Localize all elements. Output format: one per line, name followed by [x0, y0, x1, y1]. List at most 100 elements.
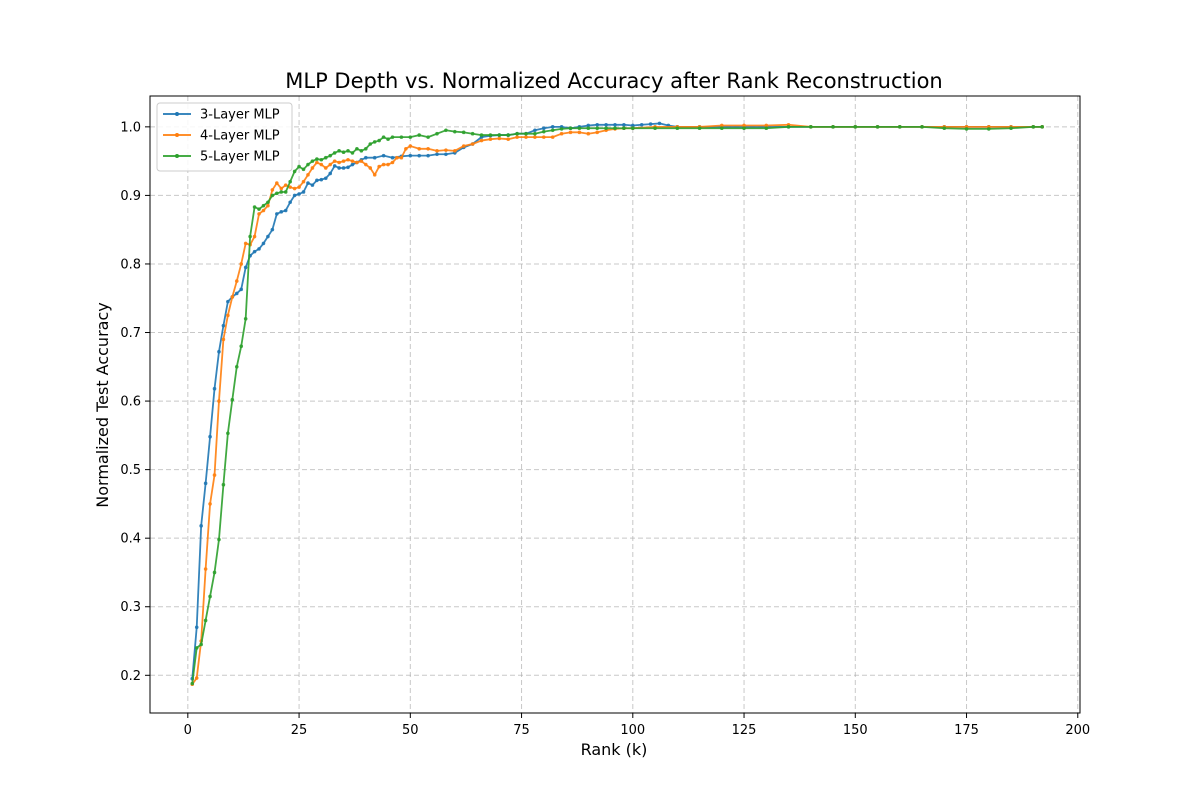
data-point	[395, 155, 399, 160]
y-tick-label: 1.0	[120, 120, 141, 135]
data-point	[328, 171, 333, 176]
data-point	[279, 190, 284, 194]
data-point	[742, 126, 746, 131]
data-point	[310, 166, 315, 170]
plot-frame	[149, 95, 1081, 714]
data-point	[533, 128, 537, 133]
data-point	[234, 291, 239, 296]
data-point	[377, 164, 381, 169]
data-point	[257, 212, 261, 216]
data-point	[408, 153, 413, 158]
data-point	[292, 169, 297, 174]
data-point	[453, 129, 457, 134]
data-point	[595, 126, 599, 131]
data-point	[719, 126, 724, 131]
data-point	[550, 128, 555, 133]
data-point	[368, 166, 373, 170]
data-point	[248, 234, 252, 239]
data-point	[964, 127, 969, 131]
data-point	[319, 157, 324, 162]
data-point	[319, 162, 324, 167]
data-point	[323, 166, 328, 170]
data-point	[586, 131, 591, 136]
data-point	[261, 208, 266, 213]
data-point	[194, 676, 199, 680]
grid	[150, 96, 1080, 713]
data-point	[697, 126, 702, 131]
data-point	[648, 122, 653, 126]
data-point	[622, 122, 626, 127]
legend-swatch-marker	[175, 133, 179, 137]
data-point	[586, 126, 591, 131]
data-point	[381, 153, 386, 158]
data-point	[435, 131, 439, 136]
data-point	[337, 149, 341, 153]
data-point	[355, 160, 359, 165]
data-point	[586, 123, 591, 128]
data-point	[230, 397, 235, 402]
data-point	[453, 149, 457, 153]
data-point	[461, 144, 466, 148]
data-point	[226, 299, 230, 304]
data-point	[217, 349, 221, 354]
data-point	[350, 159, 355, 163]
data-point	[323, 176, 328, 181]
data-point	[613, 122, 617, 127]
data-point	[417, 146, 422, 151]
data-point	[372, 140, 377, 144]
data-point	[341, 166, 346, 170]
data-point	[831, 125, 835, 129]
data-point	[386, 162, 390, 167]
data-point	[252, 234, 257, 239]
data-point	[368, 142, 373, 146]
data-point	[381, 135, 386, 139]
data-point	[426, 146, 430, 151]
data-point	[559, 131, 564, 136]
data-point	[217, 399, 221, 403]
data-point	[279, 186, 284, 191]
y-tick-label: 0.6	[120, 395, 141, 410]
data-point	[266, 200, 270, 205]
data-point	[346, 149, 350, 153]
data-point	[341, 150, 346, 155]
legend-swatch-marker	[175, 112, 179, 116]
data-point	[190, 681, 195, 686]
data-point	[292, 186, 297, 191]
data-point	[203, 481, 208, 486]
data-point	[337, 166, 341, 170]
y-tick-label: 0.2	[120, 669, 141, 684]
data-point	[332, 159, 337, 163]
data-point	[346, 157, 350, 162]
x-tick-label: 200	[1065, 723, 1090, 738]
data-point	[719, 123, 724, 128]
data-point	[283, 190, 288, 194]
data-point	[194, 646, 199, 650]
data-point	[920, 125, 924, 129]
x-tick-label: 175	[954, 723, 979, 738]
data-point	[386, 137, 390, 141]
data-point	[631, 126, 635, 131]
data-point	[288, 179, 292, 184]
data-point	[577, 126, 582, 131]
data-point	[542, 126, 546, 131]
data-point	[613, 126, 617, 131]
data-point	[364, 146, 368, 151]
y-tick-label: 0.7	[120, 326, 141, 341]
data-point	[631, 123, 635, 128]
data-point	[270, 227, 275, 232]
legend: 3-Layer MLP 4-Layer MLP 5-Layer MLP	[156, 102, 293, 172]
data-point	[359, 159, 364, 163]
x-tick-label: 75	[513, 723, 530, 738]
data-point	[524, 135, 528, 139]
data-point	[381, 162, 386, 167]
data-point	[639, 122, 644, 127]
data-point	[542, 135, 546, 139]
data-point	[488, 133, 493, 137]
data-point	[328, 153, 333, 158]
data-point	[675, 126, 680, 131]
data-point	[542, 129, 546, 134]
data-point	[243, 241, 248, 246]
data-point	[533, 135, 537, 139]
data-point	[764, 126, 769, 131]
legend-box	[156, 102, 293, 172]
